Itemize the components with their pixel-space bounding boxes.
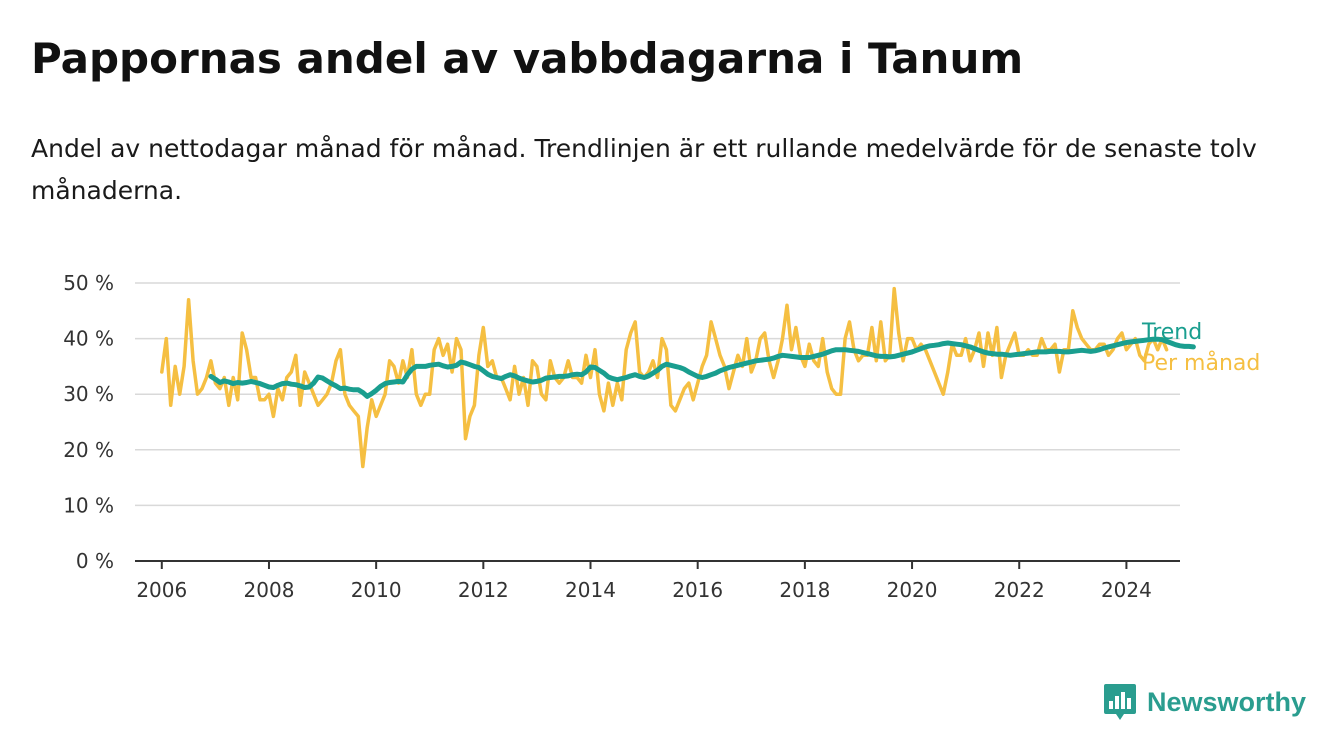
legend-trend: Trend — [1141, 320, 1202, 345]
x-tick-label: 2018 — [779, 578, 830, 602]
newsworthy-logo: Newsworthy — [1103, 682, 1306, 722]
y-tick-label: 30 % — [63, 382, 114, 406]
newsworthy-logo-text: Newsworthy — [1147, 686, 1307, 717]
x-tick-label: 2016 — [672, 578, 723, 602]
chart-title: Pappornas andel av vabbdagarna i Tanum — [31, 34, 1024, 83]
x-tick-label: 2024 — [1101, 578, 1152, 602]
y-axis-ticks: 0 % 10 % 20 % 30 % 40 % 50 % — [63, 271, 114, 573]
y-tick-label: 50 % — [63, 271, 114, 295]
series-per-month-line — [160, 286, 1169, 469]
y-tick-label: 20 % — [63, 438, 114, 462]
legend: Per månad Trend — [1141, 320, 1260, 376]
x-tick-label: 2014 — [565, 578, 616, 602]
y-tick-label: 10 % — [63, 493, 114, 517]
gridlines — [135, 282, 1180, 507]
chart-subtitle: Andel av nettodagar månad för månad. Tre… — [31, 134, 1257, 205]
series-layer — [160, 286, 1196, 469]
x-tick-label: 2012 — [458, 578, 509, 602]
legend-per-month: Per månad — [1142, 350, 1260, 376]
x-tick-label: 2010 — [351, 578, 402, 602]
y-tick-label: 0 % — [76, 549, 114, 573]
x-tick-label: 2020 — [887, 578, 938, 602]
newsworthy-logo-icon — [1104, 684, 1136, 720]
y-tick-label: 40 % — [63, 327, 114, 351]
x-tick-label: 2008 — [244, 578, 295, 602]
x-tick-label: 2006 — [136, 578, 187, 602]
x-axis: 2006 2008 2010 2012 2014 2016 2018 2020 2022 2024 — [135, 560, 1180, 602]
x-tick-label: 2022 — [994, 578, 1045, 602]
series-trend-line — [208, 336, 1196, 399]
